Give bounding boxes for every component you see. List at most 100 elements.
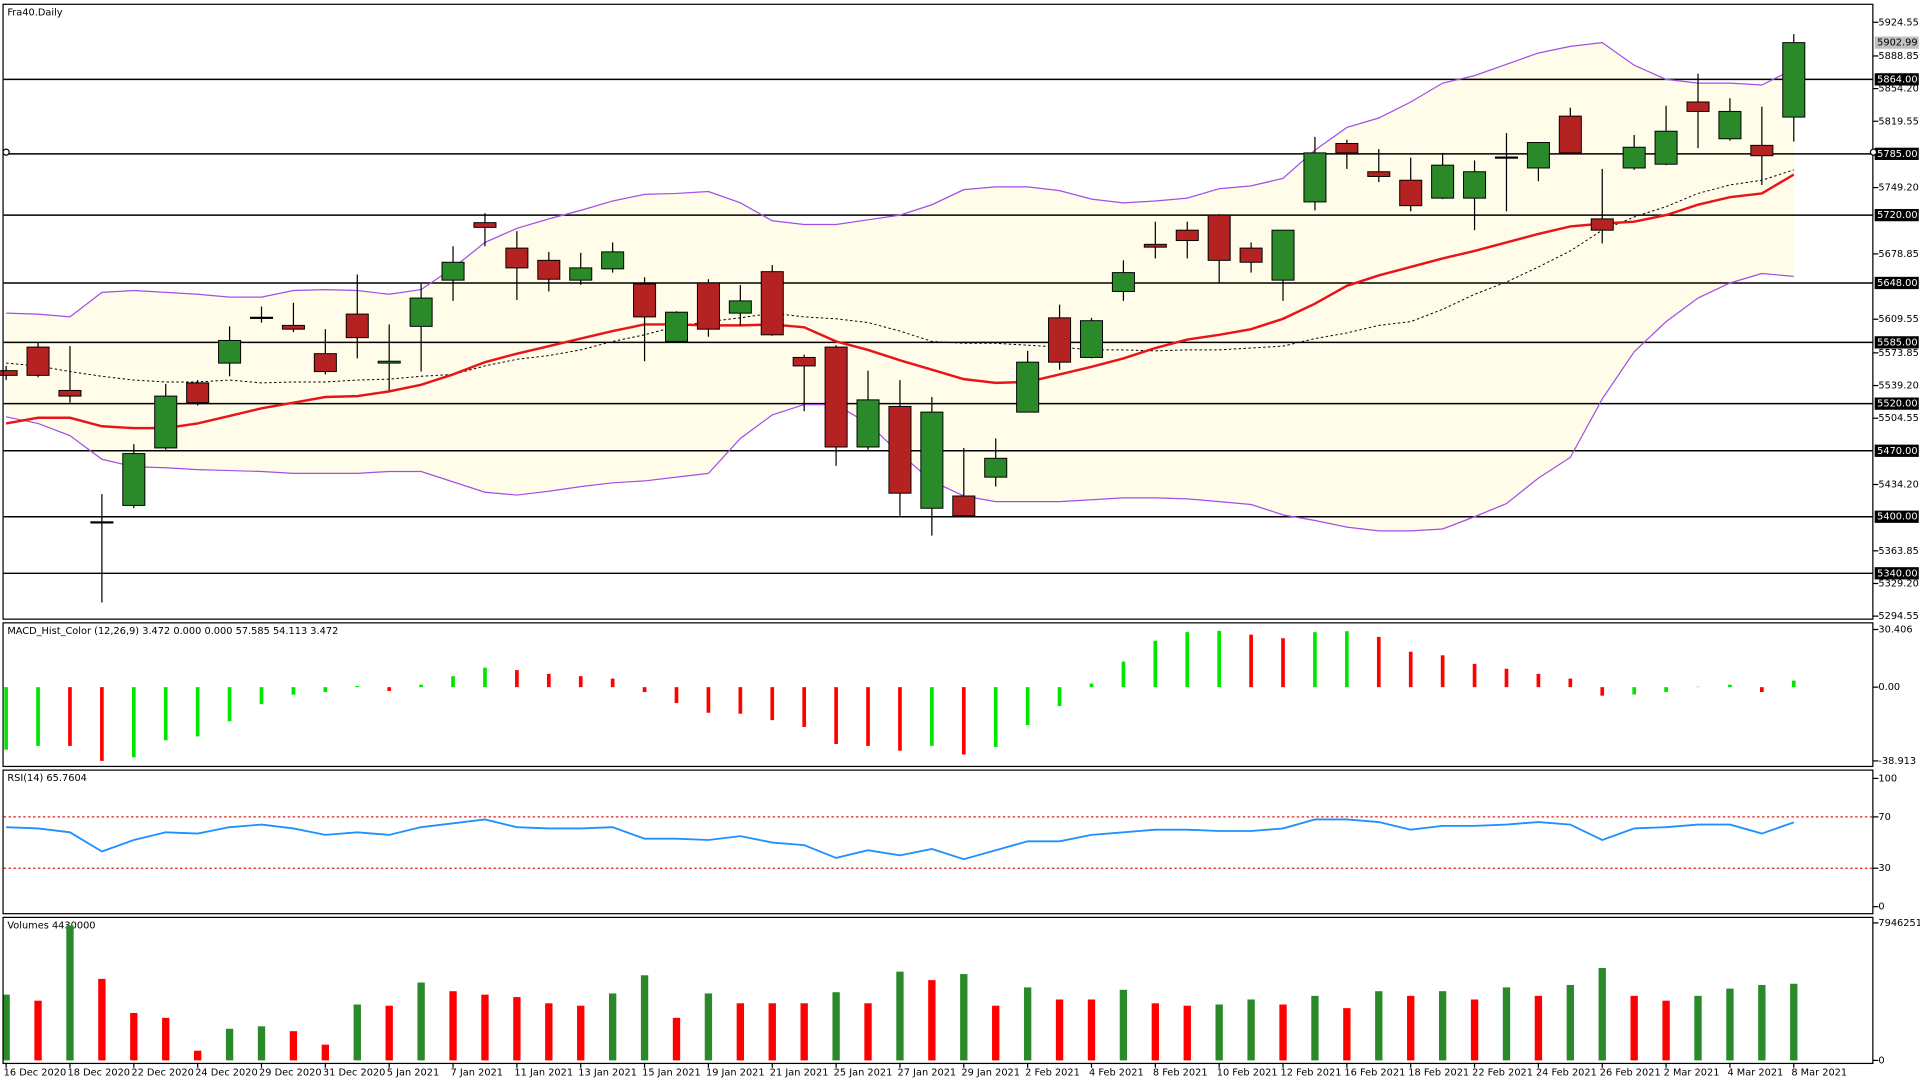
- y-tick-label: 5329.20: [1878, 578, 1918, 589]
- panel-title: MACD_Hist_Color (12,26,9) 3.472 0.000 0.…: [7, 626, 338, 637]
- level-tag: [1874, 208, 1919, 222]
- volume-bar: [1119, 989, 1128, 1061]
- y-tick-label: 0.00: [1878, 682, 1900, 693]
- volume-bar: [162, 1017, 170, 1061]
- candle-body: [1271, 229, 1295, 281]
- volume-bar: [768, 1003, 776, 1061]
- candle-body: [728, 300, 752, 314]
- candle-body: [0, 370, 18, 376]
- volume-bar: [736, 1003, 745, 1061]
- volume-bar: [513, 997, 521, 1061]
- x-tick-label: 19 Jan 2021: [706, 1068, 765, 1079]
- volume-bar: [928, 980, 936, 1061]
- candle-body: [1463, 171, 1487, 199]
- last-price: 5902.99: [1877, 38, 1917, 49]
- candle-body: [824, 346, 848, 448]
- level-label: 5585.00: [1877, 337, 1917, 348]
- volume-bar: [1023, 987, 1032, 1061]
- candle-body: [601, 251, 625, 270]
- x-tick-label: 4 Feb 2021: [1089, 1068, 1144, 1079]
- volume-bar: [1215, 1004, 1223, 1061]
- level-label: 5340.00: [1877, 568, 1917, 579]
- volume-bar: [481, 994, 489, 1061]
- volume-bar: [353, 1004, 361, 1061]
- y-tick-label: 5294.55: [1878, 611, 1918, 622]
- volume-bar: [1758, 984, 1766, 1061]
- moving-average: [5, 173, 1795, 430]
- x-tick-label: 5 Jan 2021: [387, 1068, 439, 1079]
- volume-bar: [1630, 995, 1638, 1061]
- x-tick-label: 22 Feb 2021: [1472, 1068, 1533, 1079]
- x-tick-label: 18 Dec 2020: [68, 1068, 131, 1079]
- level-label: 5400.00: [1877, 512, 1917, 523]
- volume-bar: [1470, 999, 1479, 1061]
- level-label: 5785.00: [1877, 149, 1917, 160]
- volume-bar: [960, 974, 968, 1061]
- candle-body: [313, 353, 337, 373]
- candle-body: [952, 495, 976, 517]
- volume-bar: [193, 1050, 202, 1061]
- x-tick-label: 26 Feb 2021: [1600, 1068, 1661, 1079]
- candle-body: [218, 339, 242, 364]
- level-tag: [1874, 73, 1919, 86]
- candle-body: [1303, 152, 1327, 203]
- candle-body: [1175, 229, 1199, 242]
- x-tick-label: 2 Feb 2021: [1025, 1068, 1080, 1079]
- volume-bar: [704, 993, 713, 1061]
- volume-bar: [1662, 1000, 1670, 1061]
- y-tick-label: 5609.55: [1878, 314, 1918, 325]
- level-tag: [1874, 444, 1919, 457]
- candle-body: [377, 360, 401, 364]
- middle-band: [6, 169, 1794, 384]
- candle-body: [1399, 179, 1423, 207]
- x-tick-label: 29 Jan 2021: [961, 1068, 1020, 1079]
- panel-title: Fra40.Daily: [7, 7, 62, 18]
- volume-bar: [417, 982, 425, 1061]
- candle-body: [633, 283, 657, 318]
- y-tick-label: 5749.20: [1878, 183, 1918, 194]
- candle-body: [1526, 142, 1550, 169]
- level-tag: [1874, 510, 1919, 523]
- rsi-line: [6, 818, 1795, 861]
- candle-body: [1654, 130, 1678, 165]
- y-tick-label: 30.406: [1878, 625, 1912, 636]
- x-tick-label: 31 Dec 2020: [323, 1068, 386, 1079]
- y-tick-label: 70: [1878, 812, 1890, 823]
- y-tick-label: 5819.55: [1878, 116, 1918, 127]
- x-tick-label: 10 Feb 2021: [1217, 1068, 1278, 1079]
- x-tick-label: 22 Dec 2020: [131, 1068, 194, 1079]
- rsi-panel: [2, 769, 1874, 915]
- volume-bar: [321, 1044, 330, 1061]
- y-tick-label: 5573.85: [1878, 348, 1918, 359]
- candle-body: [1111, 272, 1135, 292]
- price-tag: [1874, 36, 1919, 49]
- level-label: 5648.00: [1877, 278, 1917, 289]
- x-tick-label: 11 Jan 2021: [514, 1068, 573, 1079]
- line-handle: [2, 148, 10, 156]
- candle-body: [569, 267, 593, 281]
- y-tick-label: 5678.85: [1878, 249, 1918, 260]
- candle-body: [888, 405, 912, 494]
- y-tick-label: 0: [1878, 902, 1884, 913]
- volume-bar: [2, 994, 10, 1061]
- volume-bar: [1311, 995, 1319, 1061]
- candle-body: [1079, 320, 1103, 358]
- candle-body: [984, 457, 1008, 478]
- y-tick-label: 5888.85: [1878, 51, 1918, 62]
- volume-bar: [1151, 1003, 1160, 1061]
- level-tag: [1874, 147, 1919, 160]
- candle-body: [58, 389, 82, 397]
- volume-bar: [257, 1026, 266, 1061]
- level-label: 5470.00: [1877, 446, 1917, 457]
- volume-bar: [672, 1017, 681, 1061]
- level-tag: [1874, 397, 1919, 410]
- candle-body: [1431, 164, 1455, 199]
- x-tick-label: 24 Dec 2020: [195, 1068, 258, 1079]
- candle-body: [1207, 214, 1231, 261]
- level-label: 5720.00: [1877, 210, 1917, 221]
- panel-title: RSI(14) 65.7604: [7, 773, 87, 784]
- candle-body: [1143, 243, 1167, 248]
- candle-body: [186, 382, 210, 404]
- x-tick-label: 29 Dec 2020: [259, 1068, 322, 1079]
- volume-bar: [289, 1031, 298, 1061]
